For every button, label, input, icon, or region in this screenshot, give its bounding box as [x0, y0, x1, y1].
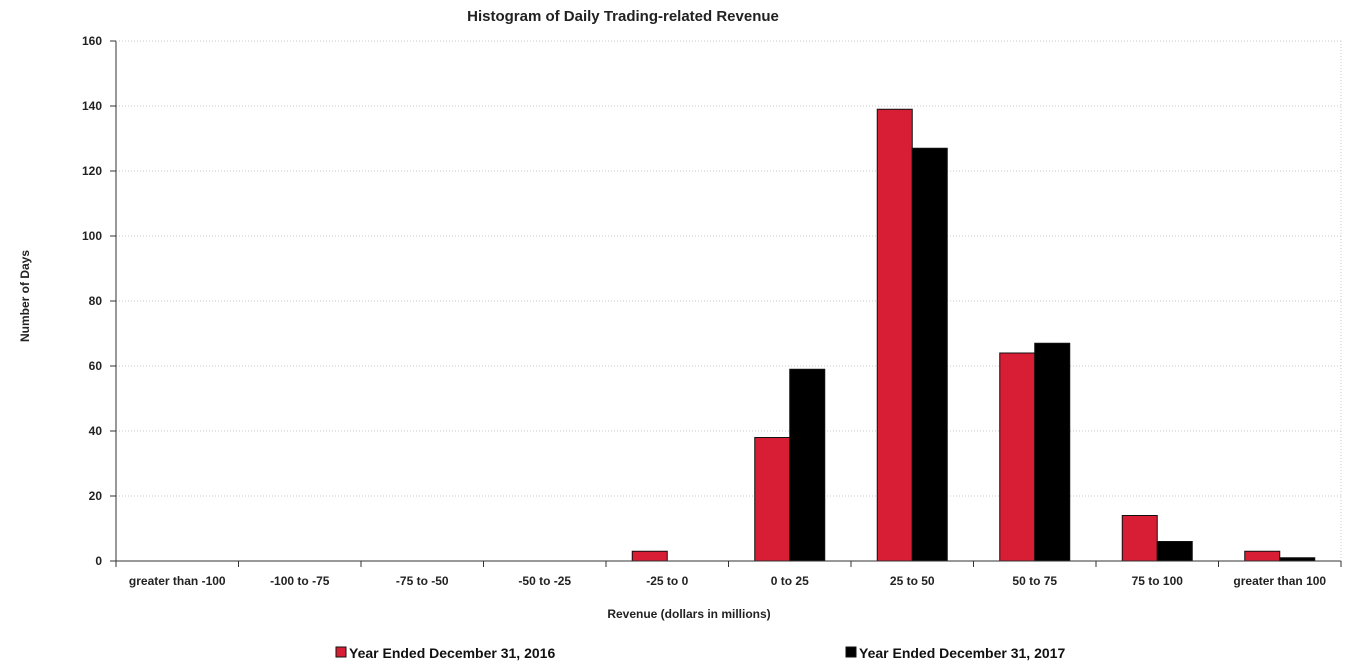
- bar-2016: [754, 437, 791, 562]
- bar-2016: [631, 550, 668, 562]
- y-tick-label: 40: [89, 424, 103, 438]
- bar-2017: [1034, 342, 1071, 562]
- bar-2017: [1156, 541, 1193, 562]
- bars: [631, 108, 1316, 562]
- x-tick-label: 0 to 25: [771, 574, 809, 588]
- chart-title: Histogram of Daily Trading-related Reven…: [467, 8, 779, 25]
- x-tick-label: 75 to 100: [1132, 574, 1184, 588]
- y-tick-label: 80: [89, 294, 103, 308]
- y-tick-label: 140: [82, 99, 102, 113]
- y-tick-labels: 0 20 40 60 80 100 120 140 160: [82, 34, 102, 568]
- bar-2016: [876, 108, 913, 562]
- x-tick-label: -25 to 0: [646, 574, 688, 588]
- x-tick-label: -50 to -25: [518, 574, 571, 588]
- legend-label: Year Ended December 31, 2017: [859, 645, 1065, 661]
- x-tick-labels: greater than -100 -100 to -75 -75 to -50 -5…: [129, 574, 1327, 588]
- y-tick-label: 100: [82, 229, 102, 243]
- bar-2017: [911, 147, 948, 562]
- bar-2017: [789, 368, 826, 562]
- x-tick-label: -100 to -75: [270, 574, 330, 588]
- legend-swatch: [335, 646, 347, 658]
- legend-label: Year Ended December 31, 2016: [349, 645, 555, 661]
- x-tick-label: 25 to 50: [890, 574, 935, 588]
- gridlines: [116, 40, 1341, 497]
- axes: [110, 40, 1342, 567]
- bar-2016: [999, 352, 1036, 562]
- x-axis-label: Revenue (dollars in millions): [607, 607, 770, 621]
- x-tick-label: greater than 100: [1233, 574, 1326, 588]
- bar-2016: [1121, 515, 1158, 562]
- x-tick-label: greater than -100: [129, 574, 226, 588]
- x-tick-label: 50 to 75: [1012, 574, 1057, 588]
- y-tick-label: 20: [89, 489, 103, 503]
- y-axis-label: Number of Days: [18, 250, 32, 342]
- y-tick-label: 60: [89, 359, 103, 373]
- y-tick-label: 120: [82, 164, 102, 178]
- y-tick-label: 160: [82, 34, 102, 48]
- x-tick-label: -75 to -50: [396, 574, 449, 588]
- legend: Year Ended December 31, 2016 Year Ended D…: [335, 645, 1065, 661]
- y-tick-label: 0: [95, 554, 102, 568]
- legend-swatch: [845, 646, 857, 658]
- bar-2016: [1244, 550, 1281, 562]
